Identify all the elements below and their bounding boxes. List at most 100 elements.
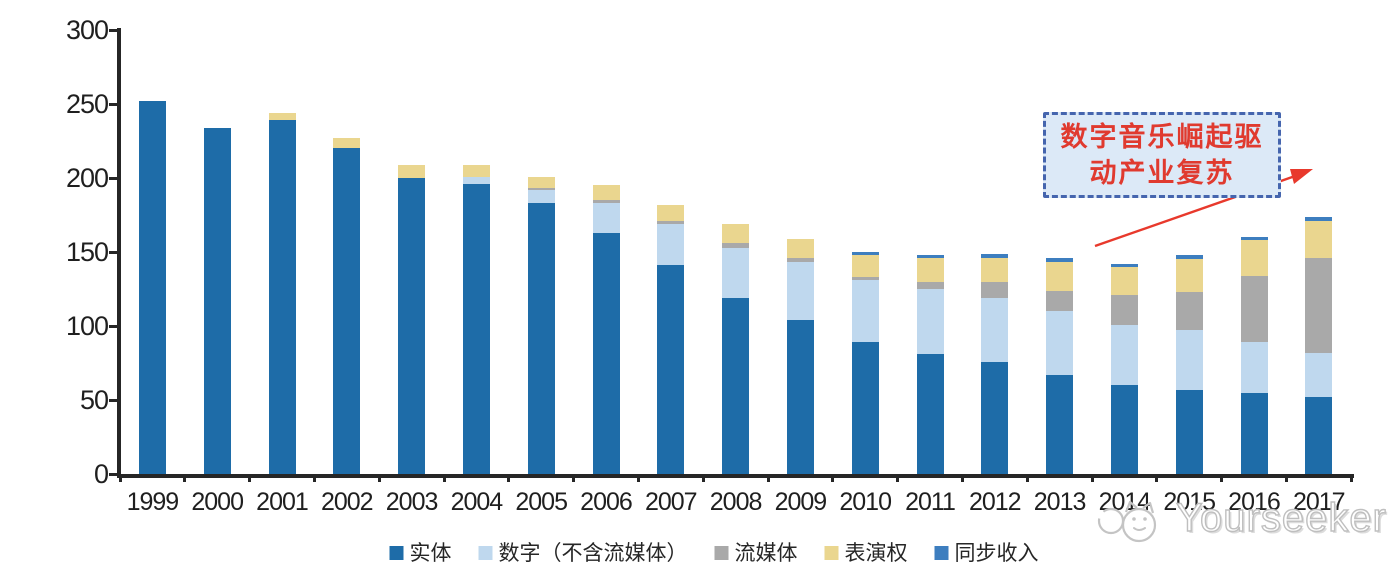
- bar-segment: [722, 297, 750, 474]
- y-tick-label: 50: [79, 385, 109, 415]
- y-tick-mark: [109, 472, 118, 476]
- bar-segment: [138, 101, 166, 474]
- x-tick-label: 2009: [774, 488, 828, 516]
- annotation-callout: 数字音乐崛起驱 动产业复苏: [1043, 112, 1281, 198]
- bar-2016: [1240, 237, 1268, 474]
- bar-segment: [1046, 374, 1074, 474]
- annotation-line-2: 动产业复苏: [1089, 158, 1235, 188]
- bar-2004: [462, 164, 490, 474]
- bar-segment: [916, 257, 944, 282]
- bar-segment: [1240, 237, 1268, 241]
- bar-2006: [592, 185, 620, 474]
- bar-segment: [462, 183, 490, 474]
- cat-face-logo-icon: [1097, 500, 1157, 543]
- x-tick-label: 2003: [385, 488, 439, 516]
- legend-label: 实体: [409, 541, 452, 565]
- x-tick-label: 2011: [905, 488, 956, 516]
- legend-swatch: [389, 546, 404, 560]
- y-axis-line: [117, 28, 121, 478]
- x-tick-mark: [1025, 474, 1029, 482]
- bar-segment: [1110, 263, 1138, 267]
- bar-segment: [1240, 392, 1268, 474]
- legend-item: 表演权: [824, 541, 908, 565]
- bar-segment: [333, 148, 361, 474]
- bar-segment: [657, 265, 685, 474]
- bar-segment: [1305, 216, 1333, 221]
- legend-swatch: [478, 546, 493, 560]
- y-tick-label: 150: [65, 237, 109, 267]
- x-axis-line: [117, 474, 1354, 478]
- bar-segment: [203, 127, 231, 474]
- bar-segment: [1110, 266, 1138, 295]
- bar-2007: [657, 204, 685, 474]
- legend-item: 实体: [389, 541, 452, 565]
- legend-label: 表演权: [844, 541, 908, 565]
- bar-segment: [398, 164, 426, 178]
- bar-segment: [851, 252, 879, 255]
- bar-segment: [333, 138, 361, 149]
- bar-segment: [462, 176, 490, 184]
- x-tick-mark: [1284, 474, 1288, 482]
- legend-swatch: [714, 546, 729, 560]
- y-tick-mark: [109, 102, 118, 106]
- y-tick-label: 100: [65, 311, 109, 341]
- bar-segment: [1110, 294, 1138, 325]
- y-tick-mark: [109, 176, 118, 180]
- bar-2014: [1110, 263, 1138, 474]
- x-tick-mark: [766, 474, 770, 482]
- x-tick-label: 2013: [1033, 488, 1087, 516]
- bar-2003: [398, 164, 426, 474]
- bar-segment: [1046, 257, 1074, 263]
- bar-segment: [527, 189, 555, 204]
- y-tick-mark: [109, 250, 118, 254]
- bar-segment: [786, 257, 814, 263]
- x-tick-mark: [701, 474, 705, 482]
- bar-segment: [1110, 324, 1138, 386]
- bar-segment: [1046, 262, 1074, 291]
- x-tick-label: 2015: [1163, 488, 1216, 516]
- x-tick-mark: [831, 474, 835, 482]
- bar-segment: [1175, 389, 1203, 474]
- bar-segment: [592, 203, 620, 233]
- x-tick-label: 2017: [1292, 488, 1346, 516]
- bar-segment: [851, 277, 879, 281]
- x-tick-mark: [118, 474, 122, 482]
- x-tick-label: 2000: [191, 488, 244, 516]
- bar-2015: [1175, 255, 1203, 474]
- watermark: Yourseeker: [1094, 495, 1387, 544]
- bar-2005: [527, 176, 555, 474]
- bar-segment: [268, 120, 296, 474]
- bar-segment: [527, 176, 555, 189]
- bar-segment: [916, 354, 944, 474]
- bar-segment: [722, 223, 750, 244]
- legend-label: 同步收入: [954, 541, 1039, 565]
- bar-2008: [722, 223, 750, 474]
- bar-segment: [722, 247, 750, 298]
- bar-2001: [268, 112, 296, 474]
- legend-label: 数字（不含流媒体）: [498, 541, 688, 565]
- bar-segment: [786, 320, 814, 474]
- bar-segment: [657, 223, 685, 266]
- bar-2009: [786, 238, 814, 474]
- x-tick-mark: [1220, 474, 1224, 482]
- bar-segment: [592, 185, 620, 201]
- annotation-line-1: 数字音乐崛起驱: [1060, 122, 1264, 152]
- x-tick-mark: [507, 474, 511, 482]
- legend: 实体 数字（不含流媒体） 流媒体 表演权 同步收入: [389, 541, 1039, 565]
- bar-1999: [138, 101, 166, 474]
- bar-segment: [527, 203, 555, 474]
- bar-segment: [1110, 385, 1138, 474]
- bar-segment: [592, 232, 620, 474]
- bar-segment: [1240, 342, 1268, 393]
- y-tick-mark: [109, 398, 118, 402]
- bar-segment: [1175, 330, 1203, 390]
- y-tick-label: 200: [65, 163, 109, 193]
- bar-segment: [1240, 240, 1268, 276]
- bar-segment: [462, 164, 490, 177]
- bar-segment: [1305, 257, 1333, 353]
- bar-2013: [1046, 257, 1074, 474]
- x-tick-mark: [377, 474, 381, 482]
- x-tick-mark: [1090, 474, 1094, 482]
- bar-2012: [981, 253, 1009, 474]
